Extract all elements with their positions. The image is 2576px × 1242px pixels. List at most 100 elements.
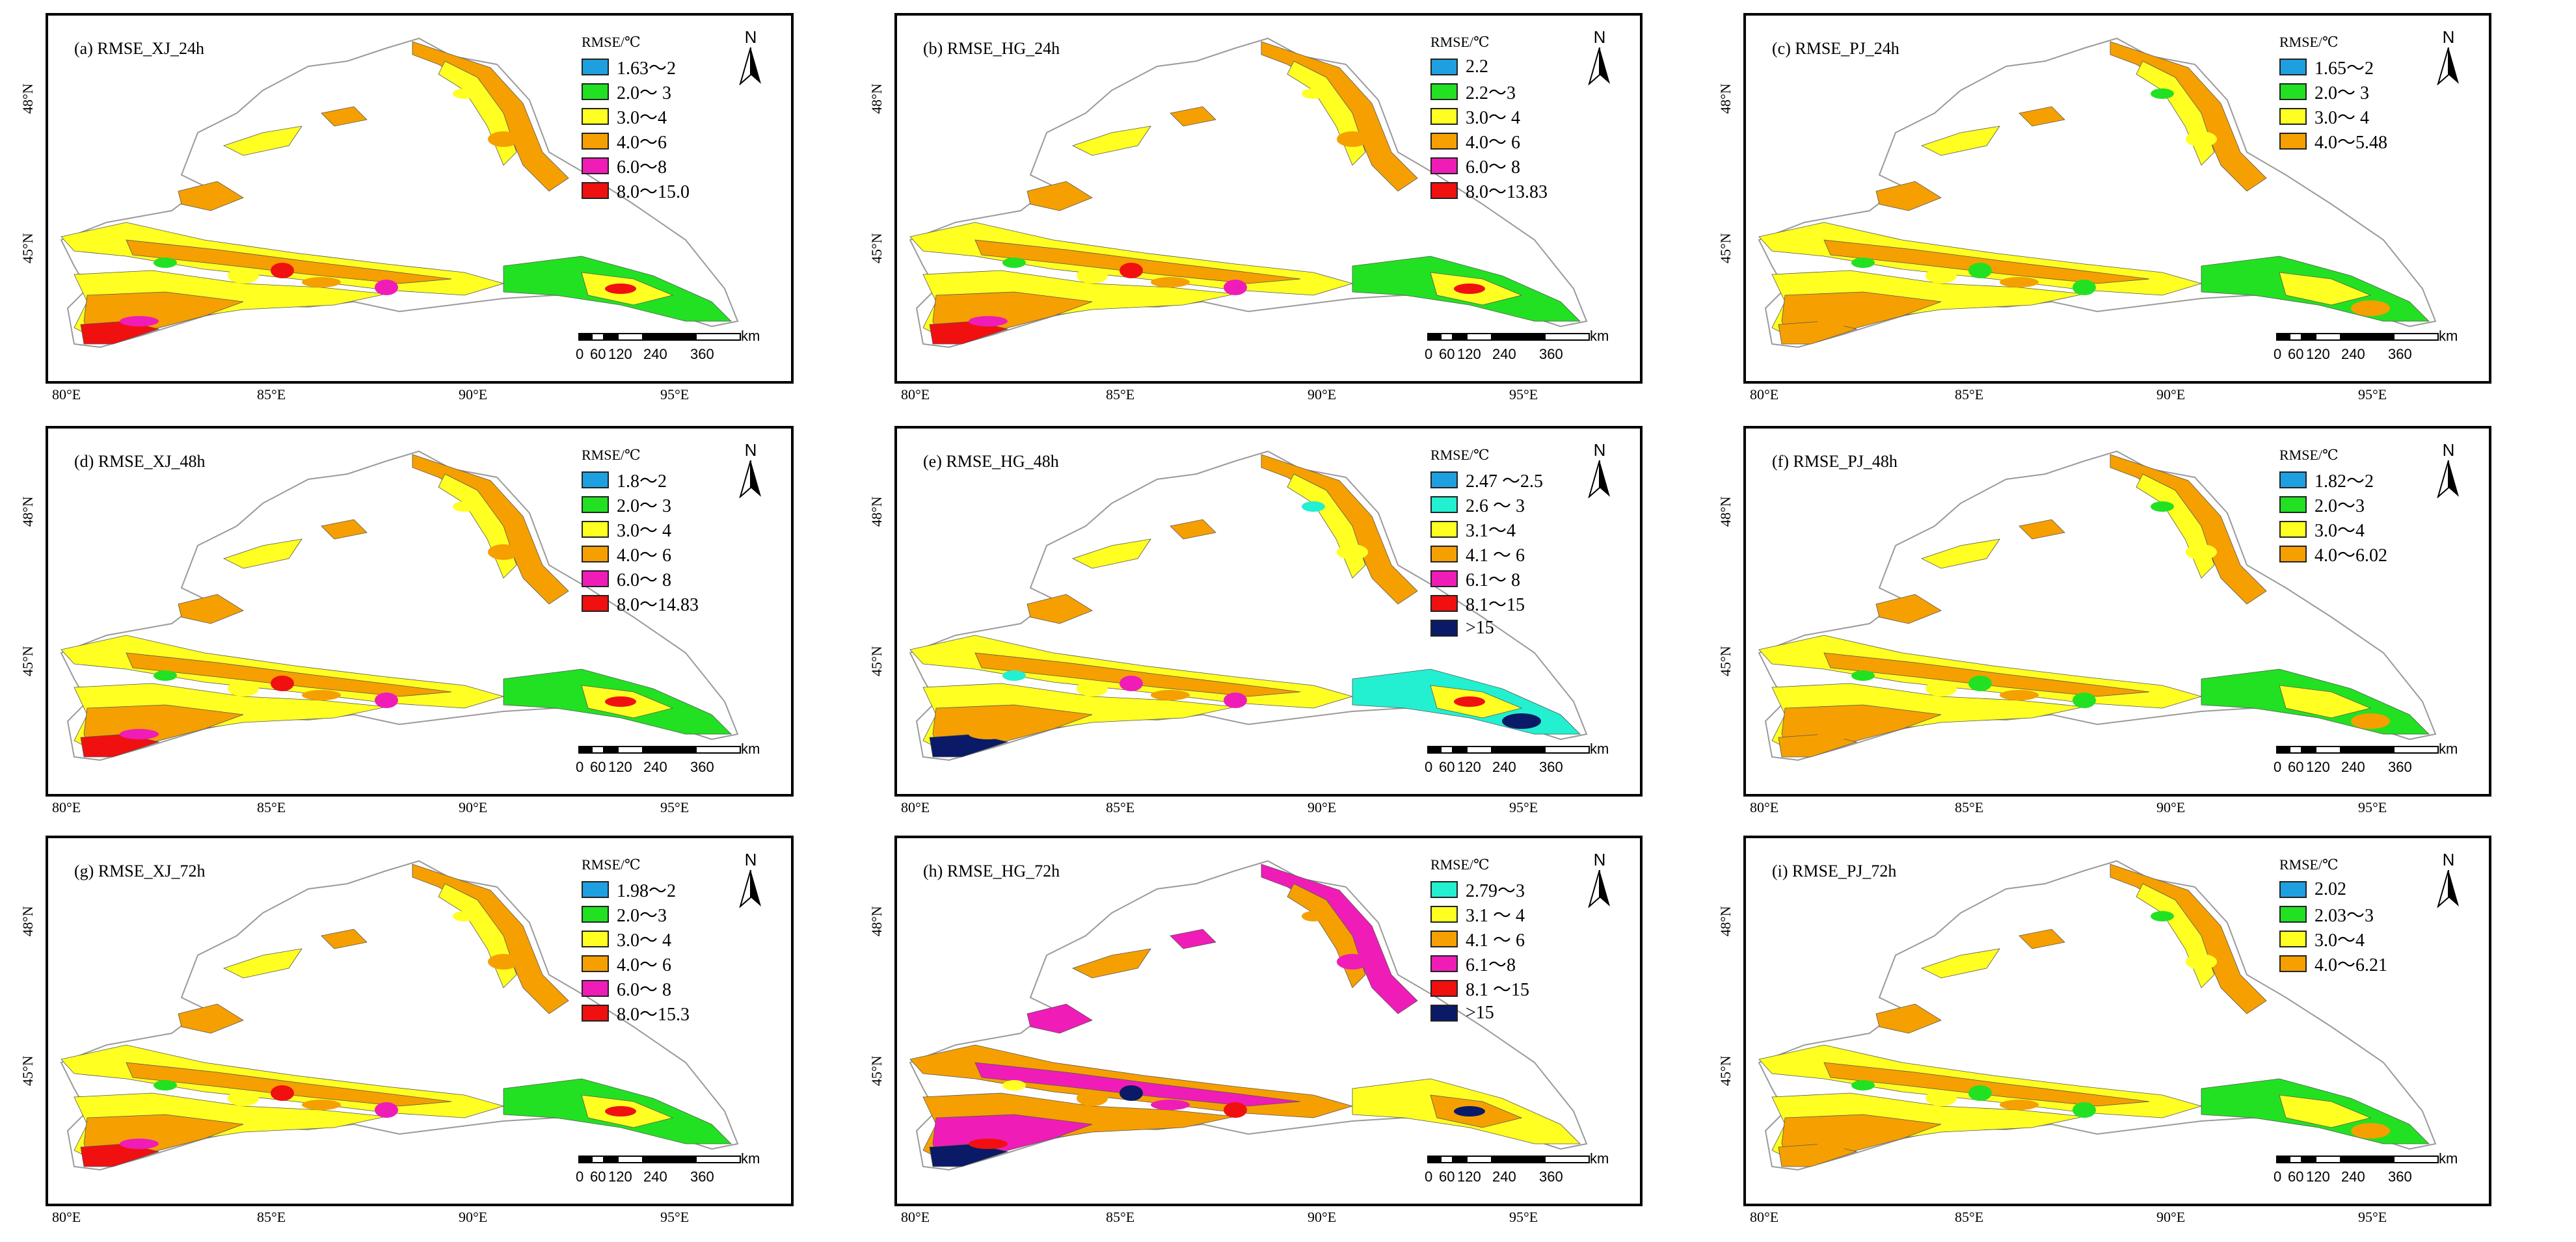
legend-label: 3.1 ～ 4 <box>1466 906 1525 926</box>
legend-item: 4.1 ～ 6 <box>1430 927 1529 951</box>
legend-swatch <box>1430 157 1458 174</box>
rmse-zone <box>1920 126 2000 156</box>
latitude-label: 45°N <box>868 233 885 263</box>
legend-title: RMSE/℃ <box>1430 447 1490 463</box>
north-arrow-icon: N <box>734 440 767 501</box>
scale-tick: 120 <box>2306 346 2330 362</box>
longitude-label: 95°E <box>660 799 690 815</box>
legend: RMSE/℃ 1.98～2 2.0～3 3.0～ 4 4.0～ 6 6.0～ 8 8.0～1… <box>582 856 690 1025</box>
north-label: N <box>1593 850 1606 869</box>
north-arrow-icon: N <box>734 27 767 88</box>
rmse-zone <box>412 454 569 605</box>
longitude-label: 85°E <box>1106 1209 1135 1225</box>
scale-tick: 240 <box>2341 1169 2365 1185</box>
rmse-zone <box>2019 519 2065 540</box>
legend-item: 3.0～4 <box>2279 927 2387 951</box>
legend-item: 3.0～ 4 <box>582 517 699 542</box>
legend-swatch <box>1430 471 1458 488</box>
rmse-zone <box>974 239 1301 284</box>
map-frame: (c) RMSE_PJ_24h RMSE/℃ 1.65～2 2.0～ 3 3.0～ 4 4… <box>1743 13 2491 384</box>
rmse-patch <box>2151 911 2174 921</box>
north-label: N <box>744 850 757 869</box>
north-label: N <box>1593 440 1606 460</box>
legend-swatch <box>582 570 609 587</box>
rmse-zone <box>1875 1003 1942 1034</box>
xinjiang-rmse-map <box>909 860 1588 1171</box>
legend-item: 1.98～2 <box>582 877 690 902</box>
rmse-patch <box>2000 690 2039 700</box>
legend-label: 3.0～4 <box>2314 521 2365 541</box>
rmse-zone <box>222 126 302 156</box>
north-label: N <box>2442 440 2455 460</box>
scale-unit: km <box>741 741 760 757</box>
longitude-label: 90°E <box>459 799 488 815</box>
longitude-label: 80°E <box>901 799 930 815</box>
rmse-patch <box>1002 258 1026 268</box>
north-label: N <box>744 440 757 460</box>
legend-swatch <box>582 955 609 972</box>
scale-bar: 0 60 120 240 360 km <box>1425 328 1622 364</box>
legend-label: 2.0～ 3 <box>617 496 672 516</box>
legend-item: 3.1～4 <box>1430 517 1543 542</box>
rmse-zone <box>1026 181 1093 211</box>
rmse-zone <box>222 948 302 979</box>
scale-tick: 240 <box>2341 759 2365 775</box>
legend-title: RMSE/℃ <box>2279 447 2339 463</box>
legend-label: 3.0～ 4 <box>2314 108 2370 128</box>
legend-label: 1.82～2 <box>2314 471 2374 492</box>
legend-item: 8.0～15.3 <box>582 1001 690 1025</box>
legend-item: 2.0～ 3 <box>582 79 690 104</box>
legend-label: 3.0～4 <box>2314 931 2365 951</box>
legend-title: RMSE/℃ <box>2279 856 2339 873</box>
legend-swatch <box>2279 59 2307 75</box>
rmse-patch <box>1224 693 1247 708</box>
panel-title: (d) RMSE_XJ_48h <box>74 452 206 471</box>
rmse-patch <box>488 954 519 970</box>
rmse-zone <box>1823 1062 2150 1107</box>
map-frame: (d) RMSE_XJ_48h RMSE/℃ 1.8～2 2.0～ 3 3.0～ 4 4.… <box>46 426 794 797</box>
xinjiang-rmse-map <box>60 37 739 349</box>
legend-item: 2.79～3 <box>1430 877 1529 902</box>
legend-label: 1.98～2 <box>617 881 677 901</box>
longitude-label: 90°E <box>1308 386 1337 403</box>
scale-tick: 360 <box>2388 1169 2412 1185</box>
rmse-patch <box>2151 88 2174 99</box>
rmse-patch <box>154 1080 177 1090</box>
panel-title: (e) RMSE_HG_48h <box>923 452 1059 471</box>
rmse-zone <box>1920 538 2000 569</box>
rmse-zone <box>412 41 569 192</box>
legend-label: 4.0～6.21 <box>2314 955 2388 975</box>
rmse-patch <box>271 676 294 691</box>
map-frame: (b) RMSE_HG_24h RMSE/℃ 2.2 2.2～3 3.0～ 4 4.0～ … <box>894 13 1643 384</box>
rmse-patch <box>453 911 476 921</box>
scale-tick: 60 <box>2288 346 2304 362</box>
legend-swatch <box>582 108 609 125</box>
rmse-patch <box>1502 300 1541 316</box>
longitude-label: 85°E <box>1106 386 1135 403</box>
legend-item: 3.0～4 <box>582 104 690 129</box>
legend-label: 2.0～ 3 <box>617 83 672 103</box>
scale-unit: km <box>2439 741 2458 757</box>
rmse-patch <box>1302 88 1325 99</box>
scale-tick: 360 <box>690 759 714 775</box>
legend-label: 6.0～8 <box>617 157 667 178</box>
latitude-label: 48°N <box>20 496 36 527</box>
rmse-patch <box>302 1100 341 1110</box>
legend-swatch <box>2279 906 2307 923</box>
rmse-zone <box>2110 864 2267 1014</box>
legend-swatch <box>1430 83 1458 100</box>
rmse-patch <box>1151 1100 1190 1110</box>
legend-item: 8.0～15.0 <box>582 178 690 203</box>
legend-item: 8.1～15 <box>1430 591 1543 616</box>
legend-swatch <box>582 496 609 513</box>
rmse-zone <box>1920 948 2000 979</box>
legend-item: 1.82～2 <box>2279 468 2387 492</box>
legend-label: >15 <box>1466 1003 1494 1023</box>
legend-item: 2.0～3 <box>2279 492 2387 517</box>
rmse-zone <box>1170 519 1216 540</box>
legend-item: 6.0～8 <box>582 153 690 178</box>
rmse-patch <box>653 300 692 316</box>
scale-tick: 60 <box>2288 759 2304 775</box>
rmse-zone <box>1823 239 2150 284</box>
legend-item: 2.03～3 <box>2279 902 2387 927</box>
